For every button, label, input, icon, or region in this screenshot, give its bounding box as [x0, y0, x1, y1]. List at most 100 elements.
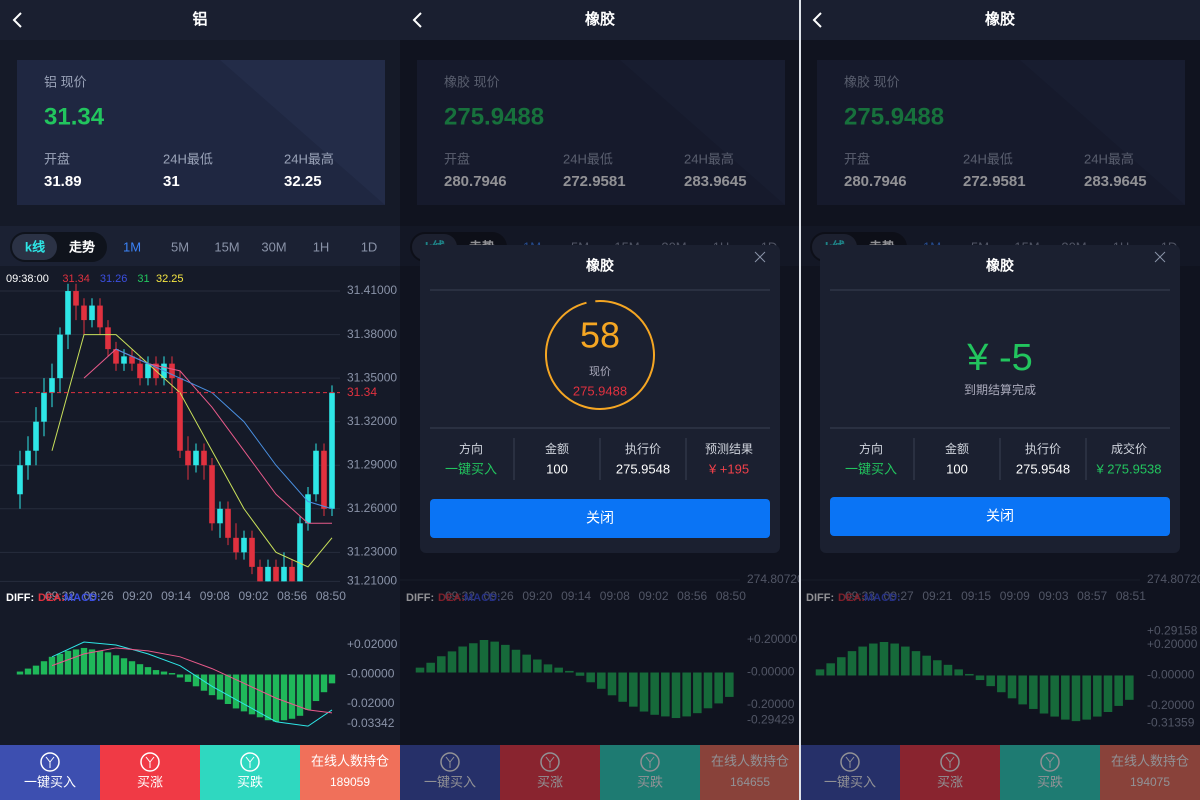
- period-tab[interactable]: 30M: [261, 239, 286, 254]
- macd-bar: [490, 641, 499, 673]
- chart-legend: 31.26: [100, 273, 128, 285]
- countdown-ring: [545, 300, 655, 410]
- macd-bar: [629, 672, 638, 707]
- macd-bar: [96, 650, 104, 675]
- header-title: 橡胶: [585, 10, 615, 28]
- action-button[interactable]: [0, 745, 100, 800]
- close-button[interactable]: [430, 499, 770, 538]
- macd-legend: DIFF:: [6, 592, 34, 604]
- column-head: 成交价: [1111, 441, 1147, 456]
- action-button[interactable]: [600, 745, 700, 800]
- candle-body: [257, 566, 263, 582]
- close-icon[interactable]: [754, 251, 766, 263]
- candle-body: [209, 465, 215, 524]
- column-head: 方向: [859, 441, 883, 456]
- macd-bar: [296, 674, 304, 716]
- header: [400, 0, 800, 40]
- action-button[interactable]: [100, 745, 200, 800]
- button-icon: [240, 752, 260, 772]
- stat-label: 开盘: [44, 151, 70, 166]
- macd-bar: [1007, 675, 1017, 699]
- candle-body: [265, 566, 271, 582]
- macd-tick-label: +0.29158: [1147, 623, 1198, 637]
- online-count: 189059: [330, 775, 370, 789]
- macd-bar: [128, 661, 136, 675]
- action-button[interactable]: [800, 745, 900, 800]
- action-button[interactable]: [900, 745, 1000, 800]
- online-label: 在线人数持仓: [711, 753, 789, 768]
- macd-bar: [671, 672, 681, 719]
- tab[interactable]: 走势: [69, 239, 95, 254]
- candle-body: [113, 349, 119, 364]
- candle-body: [233, 537, 239, 553]
- stat-label: 24H最低: [963, 151, 1013, 166]
- y-tick-label: 31.38000: [347, 327, 397, 341]
- period-tab[interactable]: 1D: [361, 239, 378, 254]
- macd-bar: [176, 674, 184, 678]
- action-button[interactable]: [1000, 745, 1100, 800]
- action-button[interactable]: [200, 745, 300, 800]
- back-button[interactable]: [412, 12, 422, 28]
- button-icon: [545, 756, 555, 768]
- tab[interactable]: k线: [25, 239, 45, 254]
- column-head: 方向: [459, 441, 483, 456]
- action-button[interactable]: [300, 745, 400, 800]
- close-button[interactable]: [830, 497, 1170, 536]
- macd-tick-label: -0.02000: [347, 696, 395, 710]
- macd-bar: [858, 646, 867, 676]
- x-tick-label: 09:15: [961, 589, 991, 603]
- action-button[interactable]: [400, 745, 500, 800]
- stat-label: 24H最高: [684, 151, 734, 166]
- macd-bar: [200, 674, 208, 691]
- macd-bar: [280, 674, 288, 721]
- macd-bar: [954, 669, 963, 676]
- candle-body: [97, 305, 103, 328]
- macd-bar: [328, 674, 336, 684]
- y-tick-label: 31.23000: [347, 545, 397, 559]
- online-count: 164655: [730, 775, 770, 789]
- macd-bar: [586, 672, 595, 683]
- button-icon: [845, 756, 855, 768]
- card-deco: [1020, 60, 1185, 205]
- x-tick-label: 08:51: [1116, 589, 1146, 603]
- macd-legend: MACD:: [64, 592, 101, 604]
- y-tick-label: 31.21000: [347, 574, 397, 588]
- x-tick-label: 09:21: [922, 589, 952, 603]
- period-tab[interactable]: 5M: [171, 239, 189, 254]
- modal: [420, 245, 780, 553]
- macd-bar: [1039, 675, 1049, 714]
- candle-body: [297, 523, 303, 582]
- action-button[interactable]: [500, 745, 600, 800]
- stat-value: 283.9645: [684, 173, 747, 190]
- column-value: 一键买入: [445, 461, 497, 476]
- chart-legend: 32.25: [156, 273, 184, 285]
- macd-bar: [160, 671, 168, 675]
- period-tab[interactable]: 1H: [313, 239, 330, 254]
- period-tab[interactable]: 1M: [123, 239, 141, 254]
- candle-body: [49, 378, 55, 393]
- x-tick-label: 09:03: [1038, 589, 1068, 603]
- back-button[interactable]: [812, 12, 822, 28]
- macd-legend: DEA:: [838, 592, 865, 604]
- close-icon[interactable]: [1154, 251, 1166, 263]
- candle-body: [129, 356, 135, 364]
- macd-tick-label: -0.20000: [747, 697, 795, 711]
- action-button[interactable]: [1100, 745, 1200, 800]
- x-tick-label: 09:20: [522, 589, 552, 603]
- button-icon: [45, 756, 55, 768]
- chart-legend: 31: [137, 273, 149, 285]
- last-price-label: 31.34: [347, 385, 377, 399]
- candle-body: [121, 356, 127, 364]
- period-tab[interactable]: 15M: [214, 239, 239, 254]
- price-label: 现价: [589, 365, 611, 378]
- stat-label: 24H最高: [1084, 151, 1134, 166]
- x-tick-label: 08:56: [277, 589, 307, 603]
- macd-bar: [650, 672, 659, 715]
- back-button[interactable]: [12, 12, 22, 28]
- macd-bar: [815, 669, 825, 676]
- stat-value: 280.7946: [844, 173, 907, 190]
- candle-body: [249, 537, 255, 567]
- macd-legend: DIFF:: [806, 592, 834, 604]
- action-button[interactable]: [700, 745, 800, 800]
